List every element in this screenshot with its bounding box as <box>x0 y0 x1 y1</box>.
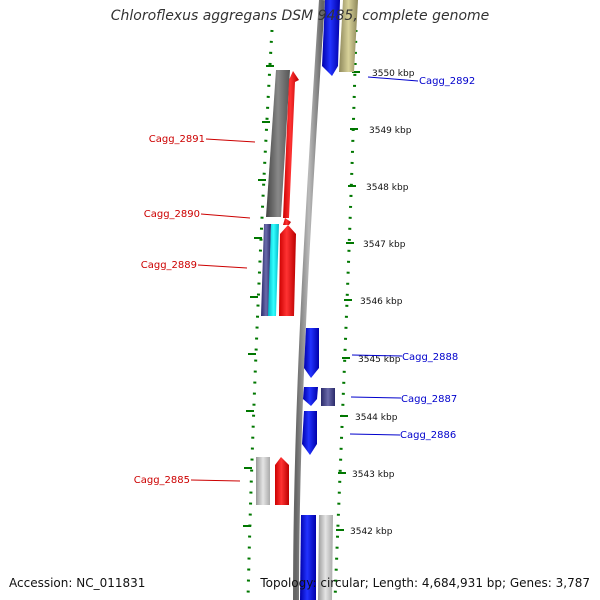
label-leaders <box>190 76 419 482</box>
gene-labels: Cagg_2892 Cagg_2891 Cagg_2890 Cagg_2889 … <box>134 76 476 486</box>
tick-labels: 3550 kbp 3549 kbp 3548 kbp 3547 kbp 3546… <box>350 69 415 537</box>
genome-summary-text: Topology: circular; Length: 4,684,931 bp… <box>260 576 590 590</box>
tick-label: 3548 kbp <box>366 183 409 193</box>
gene-cagg-2889-arrow[interactable] <box>279 225 296 316</box>
gene-label-cagg-2889[interactable]: Cagg_2889 <box>141 260 197 271</box>
cyan-feature[interactable] <box>268 224 279 316</box>
map-title: Chloroflexus aggregans DSM 9485, complet… <box>110 8 490 24</box>
outer-ruler-ring <box>333 29 358 600</box>
gene-cagg-2885-arrow[interactable] <box>275 457 289 505</box>
backbone-ring <box>293 0 325 600</box>
tick-label: 3547 kbp <box>363 240 406 250</box>
gene-cagg-2892-arrow[interactable] <box>322 0 340 76</box>
tick-label: 3546 kbp <box>360 297 403 307</box>
gene-label-cagg-2890[interactable]: Cagg_2890 <box>144 209 200 220</box>
slate-feature[interactable] <box>321 388 335 406</box>
khaki-feature[interactable] <box>339 0 358 72</box>
gene-label-cagg-2891[interactable]: Cagg_2891 <box>149 134 205 145</box>
gene-label-cagg-2885[interactable]: Cagg_2885 <box>134 475 190 486</box>
gene-label-cagg-2892[interactable]: Cagg_2892 <box>419 76 475 87</box>
tick-label: 3542 kbp <box>350 527 393 537</box>
forward-strand-features <box>256 70 299 505</box>
light-gray-feature[interactable] <box>256 457 270 505</box>
tick-label: 3549 kbp <box>369 126 412 136</box>
tick-label: 3550 kbp <box>372 69 415 79</box>
light-feature-bottom[interactable] <box>318 515 333 600</box>
gene-label-cagg-2886[interactable]: Cagg_2886 <box>400 430 456 441</box>
tick-label: 3545 kbp <box>358 355 401 365</box>
gene-cagg-2891-arrow[interactable] <box>283 71 299 218</box>
gene-cagg-2887-arrow[interactable] <box>303 387 318 406</box>
gene-label-cagg-2887[interactable]: Cagg_2887 <box>401 394 457 405</box>
tick-label: 3543 kbp <box>352 470 395 480</box>
outer-ruler-ticks <box>336 71 360 531</box>
inner-ruler-ticks <box>243 65 274 527</box>
reverse-strand-features <box>300 0 358 600</box>
gene-cagg-2886-arrow[interactable] <box>302 411 317 455</box>
gene-cagg-2890-arrow[interactable] <box>283 218 291 225</box>
blue-feature-bottom[interactable] <box>300 515 316 600</box>
tick-label: 3544 kbp <box>355 413 398 423</box>
gene-label-cagg-2888[interactable]: Cagg_2888 <box>402 352 458 363</box>
slate-feature-inner[interactable] <box>261 224 271 316</box>
dark-gray-feature[interactable] <box>266 70 290 217</box>
accession-text: Accession: NC_011831 <box>9 576 146 590</box>
gene-cagg-2888-arrow[interactable] <box>304 328 319 378</box>
